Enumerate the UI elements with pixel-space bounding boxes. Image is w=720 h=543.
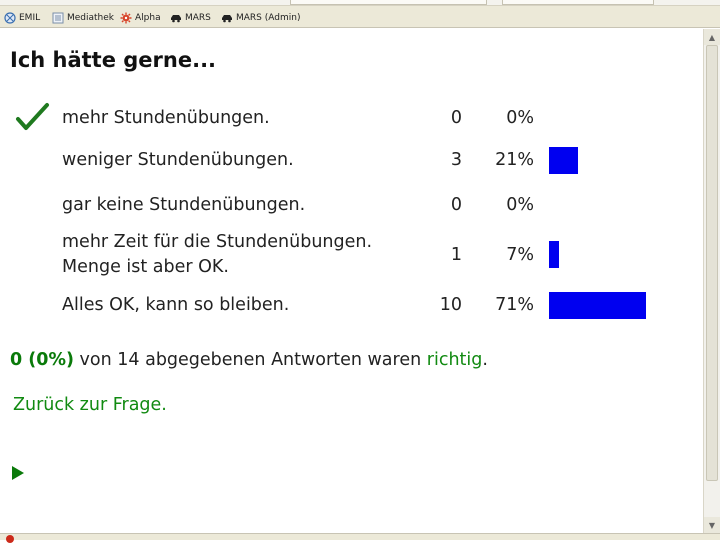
globe-icon [4, 12, 16, 24]
bookmark-label: MARS (Admin) [236, 13, 301, 23]
car-icon [171, 15, 181, 23]
answer-count: 3 [450, 150, 462, 170]
scroll-down-arrow-icon[interactable]: ▼ [704, 517, 720, 533]
scroll-up-arrow-icon[interactable]: ▲ [704, 29, 720, 45]
vertical-scrollbar[interactable]: ▲ ▼ [703, 29, 720, 533]
scrollbar-thumb[interactable] [706, 45, 718, 481]
summary-text: von 14 abgegebenen Antworten waren [73, 350, 427, 370]
bookmark-emil[interactable]: EMIL [4, 10, 40, 26]
page-icon [52, 12, 64, 24]
bookmark-label: MARS [185, 13, 211, 23]
tab-strip-segment[interactable] [502, 0, 654, 5]
answer-count: 0 [450, 195, 462, 215]
answer-label: gar keine Stundenübungen. [62, 195, 306, 215]
result-row: Alles OK, kann so bleiben. 10 71% [0, 292, 700, 319]
result-summary: 0 (0%) von 14 abgegebenen Antworten ware… [10, 350, 488, 370]
result-row: gar keine Stundenübungen. 0 0% [0, 193, 700, 218]
gear-icon [120, 12, 132, 24]
summary-score: 0 (0%) [10, 350, 74, 370]
answer-count: 10 [439, 295, 462, 315]
bookmark-alpha[interactable]: Alpha [120, 10, 161, 26]
bookmark-mars[interactable]: MARS [170, 10, 211, 26]
answer-label: mehr Stundenübungen. [62, 108, 270, 128]
summary-correct-word: richtig [426, 350, 483, 370]
answer-share-bar [549, 147, 578, 174]
answer-share-bar [549, 292, 646, 319]
bookmark-mediathek[interactable]: Mediathek [52, 10, 114, 26]
result-row: weniger Stundenübungen. 3 21% [0, 147, 700, 174]
answer-label: Alles OK, kann so bleiben. [62, 295, 290, 315]
play-icon[interactable] [12, 466, 24, 480]
summary-end: . [482, 350, 488, 370]
result-row: mehr Stundenübungen. 0 0% [0, 103, 700, 131]
answer-percent: 71% [495, 295, 534, 315]
question-title: Ich hätte gerne... [10, 48, 217, 72]
answer-count: 1 [450, 245, 462, 265]
status-bar [0, 533, 720, 543]
answer-percent: 0% [506, 195, 534, 215]
bookmark-label: Alpha [135, 13, 161, 23]
car-icon [222, 15, 232, 23]
answer-count: 0 [450, 108, 462, 128]
back-to-question-link[interactable]: Zurück zur Frage. [13, 395, 167, 415]
answer-percent: 0% [506, 108, 534, 128]
bookmark-mars-admin[interactable]: MARS (Admin) [221, 10, 300, 26]
bookmark-label: EMIL [19, 13, 41, 23]
answer-percent: 21% [495, 150, 534, 170]
status-indicator-icon [6, 535, 14, 543]
result-row: mehr Zeit für die Stundenübungen. Menge … [0, 230, 700, 282]
tab-strip-segment[interactable] [290, 0, 487, 5]
answer-label-line2: Menge ist aber OK. [62, 257, 229, 277]
answer-percent: 7% [506, 245, 534, 265]
answer-label: mehr Zeit für die Stundenübungen. [62, 232, 373, 252]
checkmark-icon [16, 103, 49, 130]
answer-share-bar [549, 241, 559, 268]
answer-label: weniger Stundenübungen. [62, 150, 294, 170]
bookmark-label: Mediathek [67, 13, 115, 23]
bookmarks-toolbar: EMIL Mediathek Alpha MARS MARS (Admin) [0, 0, 720, 28]
